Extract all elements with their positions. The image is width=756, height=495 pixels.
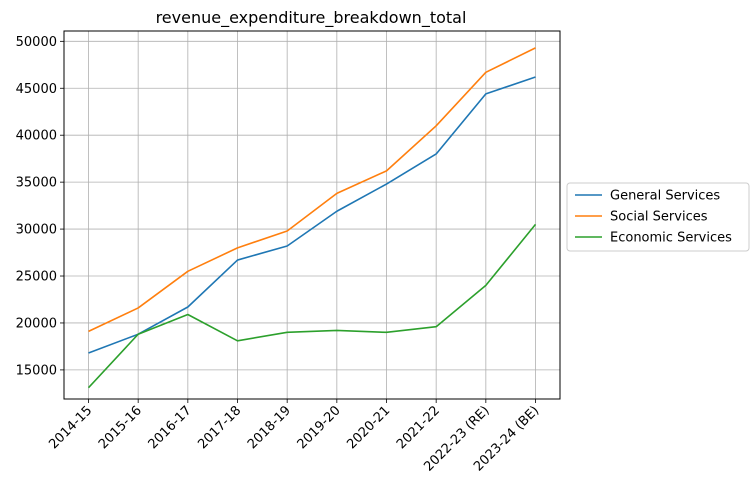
x-tick-label: 2021-22 — [394, 403, 443, 452]
chart-title: revenue_expenditure_breakdown_total — [156, 8, 467, 28]
y-tick-label: 20000 — [16, 316, 57, 331]
legend: General Services Social Services Economic … — [566, 182, 750, 252]
y-tick-label: 25000 — [16, 270, 57, 285]
grid — [64, 31, 560, 399]
y-tick-label: 50000 — [16, 35, 57, 50]
x-tick-label: 2018-19 — [245, 403, 294, 452]
y-tick-label: 40000 — [16, 129, 57, 144]
x-tick-label: 2014-15 — [46, 403, 95, 452]
legend-box — [566, 182, 750, 252]
x-tick-label: 2019-20 — [295, 403, 344, 452]
series-line-1 — [88, 76, 536, 354]
x-tick-label: 2015-16 — [96, 403, 145, 452]
y-tick-label: 30000 — [16, 223, 57, 238]
x-tick-label: 2016-17 — [146, 403, 195, 452]
x-tick-label: 2020-21 — [344, 403, 393, 452]
y-axis: 15000 20000 25000 30000 35000 40000 45000 50000 — [16, 35, 64, 378]
series-layer — [87, 47, 537, 389]
series-line-3 — [87, 223, 537, 389]
legend-label: Social Services — [610, 210, 708, 225]
y-tick-label: 45000 — [16, 82, 57, 97]
y-tick-label: 15000 — [16, 363, 57, 378]
legend-label: General Services — [610, 189, 720, 204]
x-tick-label: 2017-18 — [195, 403, 244, 452]
plot-frame — [63, 30, 561, 400]
y-tick-label: 35000 — [16, 176, 57, 191]
x-axis: 2014-15 2015-16 2016-17 2017-18 2018-19 2019-… — [46, 399, 542, 475]
legend-label: Economic Services — [610, 231, 732, 246]
series-line-2 — [88, 47, 536, 333]
